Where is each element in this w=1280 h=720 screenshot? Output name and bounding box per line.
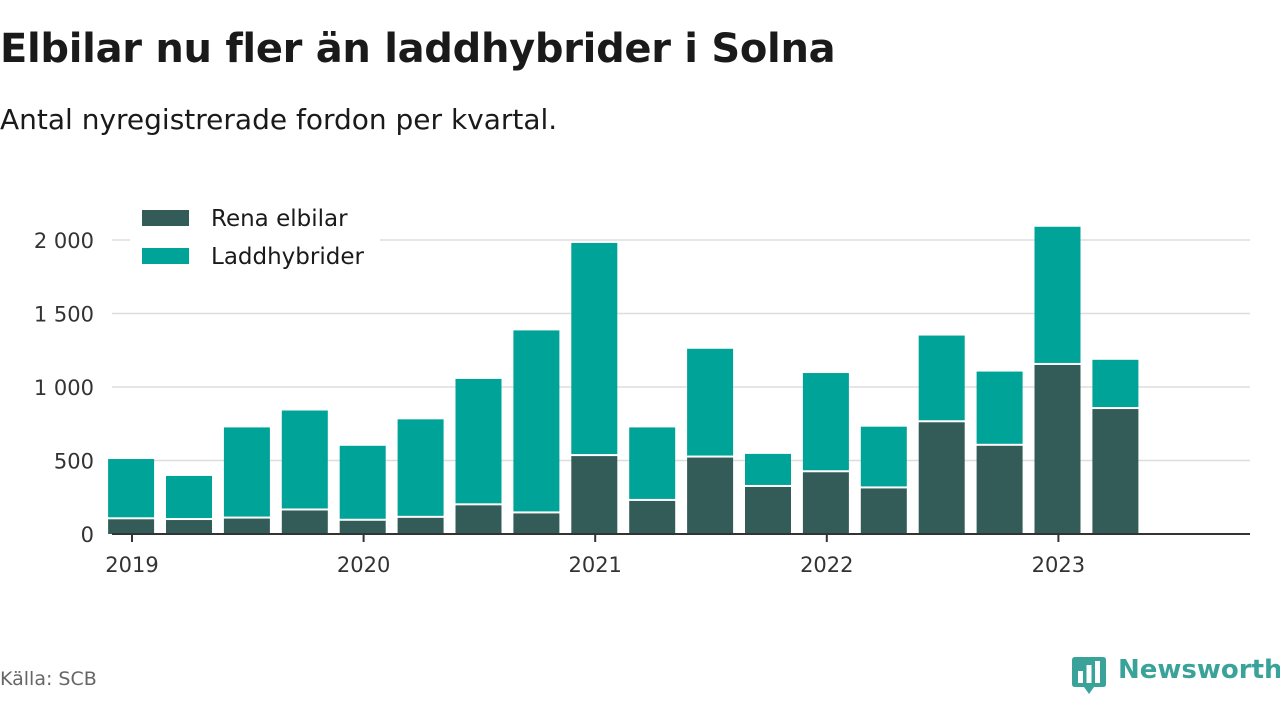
bar-rena-elbilar [223, 518, 270, 534]
bar-laddhybrider [745, 453, 791, 485]
bar-rena-elbilar [108, 519, 155, 534]
legend-swatch [142, 210, 189, 226]
bar-rena-elbilar [513, 513, 560, 534]
bar-rena-elbilar [976, 445, 1023, 534]
bar-laddhybrider [108, 459, 155, 518]
bar-rena-elbilar [339, 520, 386, 534]
bar-laddhybrider [166, 475, 212, 519]
y-tick-label: 500 [54, 450, 94, 474]
bar-laddhybrider [513, 330, 560, 512]
bar-rena-elbilar [918, 422, 965, 534]
bar-laddhybrider [571, 242, 618, 455]
legend-label: Rena elbilar [211, 206, 348, 232]
bars [108, 226, 1139, 534]
x-axis: 2019 2020 2021 2022 2023 [105, 533, 1250, 577]
bar-laddhybrider [397, 419, 444, 516]
chart-subtitle: Antal nyregistrerade fordon per kvartal. [0, 103, 558, 136]
bar-rena-elbilar [455, 505, 502, 534]
bar-laddhybrider [918, 335, 965, 421]
bar-laddhybrider [802, 373, 849, 471]
bar-laddhybrider [223, 427, 270, 517]
bar-rena-elbilar [629, 500, 676, 534]
bar-rena-elbilar [397, 517, 444, 534]
bar-rena-elbilar [802, 472, 849, 534]
x-tick-label: 2021 [568, 553, 621, 577]
bar-laddhybrider [629, 427, 676, 499]
bar-rena-elbilar [1034, 364, 1081, 534]
newsworthy-logo-text: Newsworthy [1118, 655, 1280, 685]
y-tick-label: 1 500 [34, 303, 94, 327]
bar-rena-elbilar [1092, 409, 1139, 534]
newsworthy-logo: Newsworthy [1072, 655, 1280, 695]
bar-laddhybrider [687, 348, 734, 456]
legend: Rena elbilar Laddhybrider [130, 204, 380, 276]
newsworthy-logo-icon [1072, 657, 1106, 694]
bar-laddhybrider [281, 410, 328, 509]
legend-swatch [142, 248, 189, 264]
bar-rena-elbilar [281, 510, 328, 534]
stacked-bar-chart: 0 500 1 000 1 500 2 000 2019 2020 2021 2022 2023… [34, 204, 1250, 577]
x-tick-label: 2023 [1032, 553, 1085, 577]
x-tick-label: 2019 [105, 553, 158, 577]
bar-laddhybrider [1034, 226, 1081, 363]
bar-rena-elbilar [687, 457, 734, 534]
bar-laddhybrider [455, 378, 502, 504]
y-axis-ticks: 0 500 1 000 1 500 2 000 [34, 229, 94, 547]
bar-rena-elbilar [745, 486, 791, 534]
bar-laddhybrider [339, 445, 386, 519]
bar-rena-elbilar [571, 456, 618, 534]
bar-laddhybrider [860, 426, 907, 487]
bar-laddhybrider [1092, 359, 1139, 408]
chart-title: Elbilar nu fler än laddhybrider i Solna [0, 26, 836, 72]
bar-laddhybrider [976, 371, 1023, 444]
bar-rena-elbilar [166, 520, 212, 534]
y-tick-label: 0 [81, 523, 94, 547]
bar-rena-elbilar [860, 488, 907, 534]
source-note: Källa: SCB [0, 668, 97, 690]
y-tick-label: 2 000 [34, 229, 94, 253]
x-tick-label: 2022 [800, 553, 853, 577]
x-tick-label: 2020 [337, 553, 390, 577]
legend-label: Laddhybrider [211, 244, 364, 270]
y-tick-label: 1 000 [34, 376, 94, 400]
